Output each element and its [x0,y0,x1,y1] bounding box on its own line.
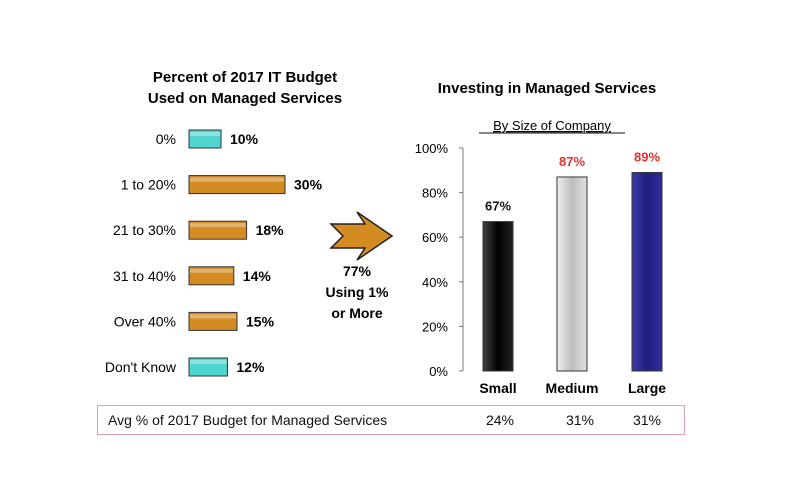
arrow-callout: 77% Using 1% or More [325,211,394,321]
callout-line3: or More [331,305,383,321]
left-value-label-31-to-40: 14% [243,268,272,284]
left-value-label-0: 10% [230,131,259,147]
summary-value-medium: 31% [565,412,595,428]
left-chart-title-line1: Percent of 2017 IT Budget [153,69,337,86]
right-chart: Investing in Managed Services By Size of… [415,80,667,396]
left-bar-highlight-1-to-20 [190,177,284,182]
left-bar-0 [188,129,222,149]
left-bar-highlight-over-40 [190,314,236,319]
right-value-label-large: 89% [634,150,660,165]
summary-label: Avg % of 2017 Budget for Managed Service… [108,412,388,428]
left-value-label-over-40: 15% [246,313,275,329]
left-category-31-to-40: 31 to 40% [113,268,176,284]
left-bar-over-40 [188,311,238,331]
right-chart-subtitle: By Size of Company [493,118,611,133]
left-category-0: 0% [156,131,176,147]
right-bar-large [631,172,663,372]
left-category-don-t-know: Don't Know [105,359,177,375]
left-bar-21-to-30 [188,220,248,240]
left-chart-title-line2: Used on Managed Services [148,90,342,107]
summary-row: Avg % of 2017 Budget for Managed Service… [97,405,685,435]
right-category-medium: Medium [546,380,599,396]
left-category-over-40: Over 40% [114,313,176,329]
left-bar-highlight-31-to-40 [190,268,233,273]
left-bar-don-t-know [188,357,228,377]
left-value-label-1-to-20: 30% [294,177,323,193]
right-arrow-icon [329,211,394,261]
left-bar-highlight-21-to-30 [190,223,246,228]
left-category-21-to-30: 21 to 30% [113,222,176,238]
callout-line2: Using 1% [325,284,389,300]
left-bar-1-to-20 [188,175,286,195]
right-chart-title: Investing in Managed Services [438,80,656,97]
y-tick-label-20: 20% [422,319,448,334]
y-tick-label-80: 80% [422,186,448,201]
y-tick-label-40: 40% [422,275,448,290]
left-bar-highlight-0 [190,132,220,136]
callout-line1: 77% [343,263,372,279]
right-category-large: Large [628,380,666,396]
left-value-label-21-to-30: 18% [256,222,285,238]
summary-value-large: 31% [632,412,662,428]
left-chart: Percent of 2017 IT Budget Used on Manage… [105,69,342,377]
right-bar-small [482,221,514,372]
right-value-label-small: 67% [485,199,511,214]
left-bar-31-to-40 [188,266,235,286]
right-value-label-medium: 87% [559,154,585,169]
right-category-small: Small [479,380,516,396]
left-category-1-to-20: 1 to 20% [121,177,176,193]
right-bar-medium [556,176,588,372]
left-value-label-don-t-know: 12% [236,359,265,375]
summary-value-small: 24% [485,412,515,428]
y-tick-label-0: 0% [429,364,448,379]
left-bar-highlight-don-t-know [190,360,227,364]
y-tick-label-60: 60% [422,230,448,245]
y-tick-label-100: 100% [415,141,449,156]
